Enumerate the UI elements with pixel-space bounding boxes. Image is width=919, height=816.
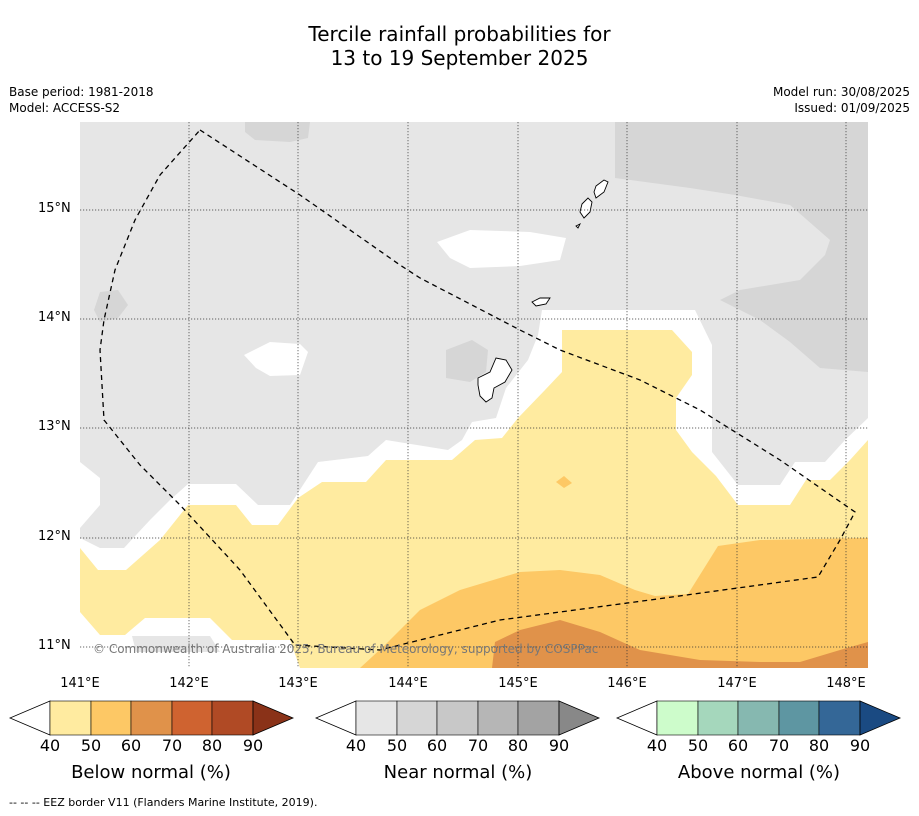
lon-label: 143°E — [278, 676, 318, 691]
below-normal-40-region — [80, 330, 868, 668]
meta-left: Base period: 1981-2018 Model: ACCESS-S2 — [9, 84, 154, 116]
meta-right: Model run: 30/08/2025 Issued: 01/09/2025 — [773, 84, 910, 116]
colorbar-near-normal — [314, 700, 601, 736]
lon-label: 142°E — [169, 676, 209, 691]
near-normal-40-patch-sw — [132, 636, 220, 652]
near-normal-50-region-ne — [615, 122, 868, 372]
title-line-2: 13 to 19 September 2025 — [330, 46, 589, 70]
colorbar-tick: 60 — [727, 736, 749, 755]
below-normal-60-region — [492, 620, 868, 668]
lon-label: 146°E — [607, 676, 647, 691]
colorbar-tick: 80 — [507, 736, 529, 755]
colorbar-tick: 40 — [345, 736, 367, 755]
colorbar-tick: 40 — [646, 736, 668, 755]
lat-label: 13°N — [38, 419, 71, 434]
colorbar-tick: 80 — [201, 736, 223, 755]
colorbar-tick: 90 — [548, 736, 570, 755]
copyright-notice: © Commonwealth of Australia 2025, Bureau… — [93, 642, 599, 656]
lat-label: 12°N — [38, 529, 71, 544]
no-dominant-region-1 — [437, 230, 566, 268]
lon-label: 144°E — [388, 676, 428, 691]
title-line-1: Tercile rainfall probabilities for — [308, 22, 611, 46]
eez-footnote: -- -- -- EEZ border V11 (Flanders Marine… — [9, 796, 318, 809]
lat-label: 11°N — [38, 638, 71, 653]
lon-label: 147°E — [717, 676, 757, 691]
issued-label: Issued: 01/09/2025 — [794, 101, 910, 115]
no-dominant-region-2 — [244, 342, 308, 376]
colorbar-tick: 60 — [120, 736, 142, 755]
near-normal-50-region-c — [446, 340, 488, 382]
guam-island — [477, 357, 513, 403]
colorbar-tick: 70 — [467, 736, 489, 755]
map-area — [80, 122, 868, 668]
lon-label: 148°E — [826, 676, 866, 691]
below-normal-50-region — [360, 538, 868, 668]
eez-border-line — [99, 129, 856, 651]
colorbar-tick: 50 — [687, 736, 709, 755]
colorbar-tick: 70 — [768, 736, 790, 755]
saipan-island — [593, 179, 609, 199]
rota-island — [531, 297, 551, 307]
colorbar-title-near: Near normal (%) — [383, 762, 533, 783]
no-dominant-region-sw2 — [80, 655, 210, 668]
colorbar-tick: 90 — [849, 736, 871, 755]
gridlines — [80, 122, 868, 668]
near-normal-50-region-w — [94, 290, 128, 322]
islands — [477, 179, 609, 403]
colorbar-below-normal — [8, 700, 295, 736]
colorbar-above-normal — [615, 700, 902, 736]
model-run-label: Model run: 30/08/2025 — [772, 85, 910, 99]
colorbar-tick: 50 — [80, 736, 102, 755]
colorbar-tick: 40 — [39, 736, 61, 755]
colorbar-title-below: Below normal (%) — [71, 762, 231, 783]
lat-label: 15°N — [38, 201, 71, 216]
base-period-label: Base period: 1981-2018 — [9, 85, 154, 99]
map-title: Tercile rainfall probabilities for 13 to… — [0, 22, 919, 70]
aguijan-island — [575, 222, 582, 229]
lon-label: 141°E — [60, 676, 100, 691]
colorbar-tick: 80 — [808, 736, 830, 755]
colorbar-title-above: Above normal (%) — [677, 762, 841, 783]
lon-label: 145°E — [498, 676, 538, 691]
below-normal-50-spot — [556, 476, 572, 488]
colorbar-tick: 70 — [161, 736, 183, 755]
colorbar-tick: 60 — [426, 736, 448, 755]
tinian-island — [579, 197, 593, 219]
colorbar-tick: 90 — [242, 736, 264, 755]
near-normal-50-region-n — [245, 122, 310, 142]
lat-label: 14°N — [38, 310, 71, 325]
model-label: Model: ACCESS-S2 — [9, 101, 121, 115]
colorbar-tick: 50 — [386, 736, 408, 755]
